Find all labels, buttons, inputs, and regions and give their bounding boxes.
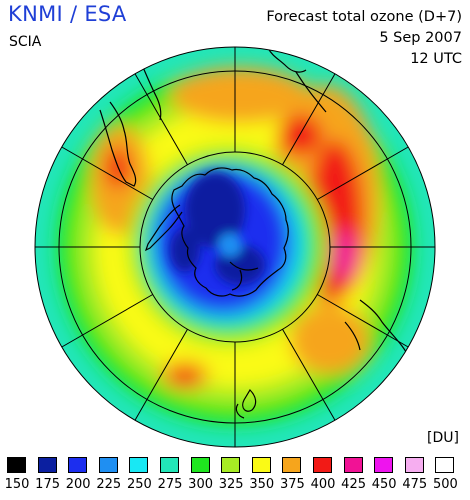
legend-swatch bbox=[343, 457, 363, 473]
legend-item: 425 bbox=[339, 455, 369, 500]
legend-item: 275 bbox=[155, 455, 185, 500]
legend-item: 250 bbox=[124, 455, 154, 500]
legend-label: 275 bbox=[157, 477, 183, 492]
legend-swatch bbox=[37, 457, 57, 473]
legend-item: 350 bbox=[247, 455, 277, 500]
legend-swatch bbox=[404, 457, 424, 473]
legend-swatch bbox=[129, 457, 149, 473]
legend-label: 225 bbox=[96, 477, 122, 492]
legend-unit: [DU] bbox=[427, 430, 459, 446]
legend-item: 400 bbox=[308, 455, 338, 500]
legend-label: 475 bbox=[402, 477, 428, 492]
legend-label: 425 bbox=[341, 477, 366, 492]
legend-label: 200 bbox=[65, 477, 91, 492]
legend-label: 450 bbox=[371, 477, 397, 492]
legend-item: 200 bbox=[63, 455, 93, 500]
legend-label: 300 bbox=[188, 477, 213, 492]
legend-swatch bbox=[68, 457, 88, 473]
legend-swatch bbox=[251, 457, 271, 473]
legend-label: 350 bbox=[249, 477, 275, 492]
forecast-time: 12 UTC bbox=[410, 51, 462, 67]
new-zealand-coastline bbox=[242, 389, 257, 412]
product-title: Forecast total ozone (D+7) bbox=[266, 9, 462, 25]
legend-item: 500 bbox=[430, 455, 460, 500]
provider-title: KNMI / ESA bbox=[8, 2, 127, 26]
legend-item: 475 bbox=[400, 455, 430, 500]
south-america-coastline bbox=[99, 101, 137, 187]
legend-label: 175 bbox=[35, 477, 60, 492]
legend-label: 250 bbox=[126, 477, 152, 492]
legend-swatch bbox=[282, 457, 302, 473]
legend-item: 150 bbox=[2, 455, 32, 500]
instrument-label: SCIA bbox=[9, 34, 42, 50]
legend-item: 325 bbox=[216, 455, 246, 500]
legend-swatch bbox=[98, 457, 118, 473]
product-header: Forecast total ozone (D+7) 5 Sep 2007 12… bbox=[266, 7, 462, 70]
legend-label: 325 bbox=[218, 477, 244, 492]
legend-item: 175 bbox=[33, 455, 63, 500]
legend-item: 225 bbox=[94, 455, 124, 500]
legend-label: 150 bbox=[4, 477, 30, 492]
color-legend: 150 175 200 225 250 275 300 325 350 375 400 425 450 4… bbox=[0, 455, 470, 500]
legend-item: 300 bbox=[186, 455, 216, 500]
legend-swatch bbox=[374, 457, 394, 473]
polar-map-svg bbox=[34, 46, 436, 448]
legend-item: 375 bbox=[277, 455, 307, 500]
ozone-map bbox=[34, 46, 436, 448]
legend-swatch bbox=[313, 457, 332, 473]
legend-label: 400 bbox=[310, 477, 336, 492]
forecast-date: 5 Sep 2007 bbox=[379, 30, 462, 46]
legend-swatch bbox=[160, 457, 179, 473]
antarctic-peninsula bbox=[144, 204, 183, 252]
antarctica-coastline bbox=[171, 167, 289, 297]
ozone-field bbox=[35, 47, 435, 447]
legend-label: 500 bbox=[432, 477, 458, 492]
legend-label: 375 bbox=[279, 477, 305, 492]
legend-item: 450 bbox=[369, 455, 399, 500]
legend-swatch bbox=[435, 457, 455, 473]
legend-swatch bbox=[190, 457, 210, 473]
legend-swatch bbox=[7, 457, 26, 473]
legend-swatch bbox=[221, 457, 241, 473]
